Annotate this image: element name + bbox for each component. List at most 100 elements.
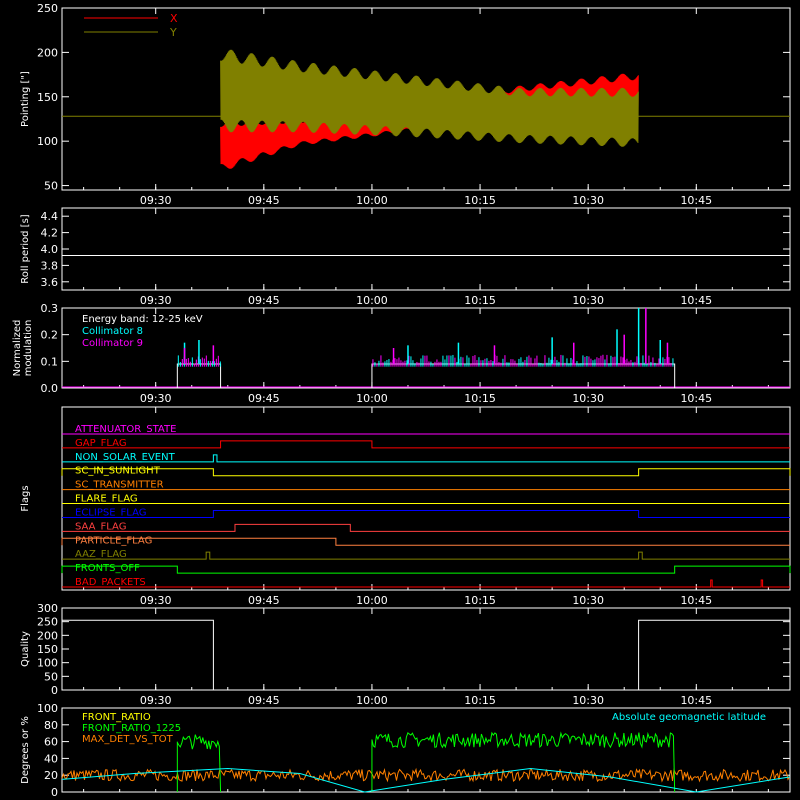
y-tick-label: 0.1	[41, 355, 59, 368]
x-tick-label: 10:00	[356, 594, 388, 607]
legend-label: Collimator 8	[82, 326, 143, 337]
legend-label-x: X	[170, 12, 178, 25]
legend-label: Collimator 9	[82, 338, 143, 349]
x-tick-label: 10:45	[680, 694, 712, 707]
legend-label-y: Y	[169, 26, 177, 39]
panel-3: 09:30 09:45 10:00 10:15 10:30 10:45 0.3 0.2 0.1 0…	[12, 302, 791, 405]
flag-label-eclipse-flag: ECLIPSE_FLAG	[75, 507, 146, 518]
y-axis-label: Flags	[20, 485, 31, 511]
panel-4: 09:30 09:45 10:00 10:15 10:30 10:45 Flags ATTEN…	[20, 406, 791, 607]
panel-6: 100 80 60 40 20 0 Degrees or % FRONT_RATIOFRONT…	[20, 702, 791, 799]
y-tick-label: 0	[51, 786, 58, 799]
x-tick-label: 10:30	[572, 594, 604, 607]
flag-label-sc-transmitter: SC_TRANSMITTER	[75, 480, 164, 491]
flag-label-attenuator-state: ATTENUATOR_STATE	[75, 424, 176, 435]
y-tick-label: 0.3	[41, 302, 59, 315]
flag-line-bad-packets	[62, 579, 790, 588]
flag-label-gap-flag: GAP_FLAG	[75, 438, 127, 449]
y-tick-label: 200	[37, 46, 58, 59]
y-tick-label: 100	[37, 702, 58, 715]
y-axis-label: Degrees or %	[20, 716, 31, 784]
x-tick-label: 09:30	[140, 594, 172, 607]
y-tick-label: 150	[37, 643, 58, 656]
flag-line-eclipse-flag	[62, 509, 790, 518]
flag-line-gap-flag	[62, 440, 790, 449]
x-tick-label: 10:15	[464, 694, 496, 707]
y-tick-label: 0	[51, 684, 58, 697]
y-axis-label: modulation	[23, 320, 34, 377]
y-tick-label: 50	[44, 180, 58, 193]
x-tick-label: 10:45	[680, 594, 712, 607]
panel-5: 09:30 09:45 10:00 10:15 10:30 10:453002502001…	[20, 602, 791, 707]
y-axis-label: Quality	[20, 631, 31, 667]
y-tick-label: 40	[44, 752, 58, 765]
y-axis-label: Pointing ["]	[20, 71, 31, 127]
x-tick-label: 09:45	[248, 594, 280, 607]
y-axis-label: Roll period [s]	[20, 214, 31, 283]
flag-line-sc-in-sunlight	[61, 468, 791, 477]
y-tick-label: 300	[37, 602, 58, 615]
x-tick-label: 09:30	[140, 392, 172, 405]
x-tick-label: 09:45	[248, 294, 280, 307]
x-tick-label: 10:30	[572, 694, 604, 707]
y-tick-label: 100	[37, 657, 58, 670]
x-tick-label: 10:15	[464, 294, 496, 307]
flag-line-particle-flag	[61, 537, 790, 546]
x-tick-label: 09:30	[140, 694, 172, 707]
flag-label-aaz-flag: AAZ_FLAG	[75, 549, 127, 560]
y-tick-label: 3.6	[41, 276, 59, 289]
panel-frame	[61, 406, 791, 591]
x-tick-label: 09:45	[248, 392, 280, 405]
series-y-line	[220, 49, 639, 147]
x-tick-label: 10:00	[356, 294, 388, 307]
panel-frame	[61, 7, 791, 191]
y-tick-label: 3.8	[41, 259, 59, 272]
panel-frame	[61, 307, 791, 389]
x-tick-label: 10:30	[572, 294, 604, 307]
x-tick-label: 10:15	[464, 594, 496, 607]
x-tick-label: 10:00	[356, 694, 388, 707]
flag-label-flare-flag: FLARE_FLAG	[75, 494, 138, 505]
y-tick-label: 150	[37, 91, 58, 104]
panel-frame	[61, 707, 791, 793]
x-tick-label: 09:45	[248, 694, 280, 707]
front-ratio-1225-line	[371, 731, 676, 793]
flag-label-sc-in-sunlight: SC_IN_SUNLIGHT	[75, 466, 161, 477]
x-tick-label: 09:30	[140, 294, 172, 307]
panel-2: 09:30 09:45 10:00 10:15 10:30 10:45 4.4 4.2 4.0 3…	[20, 207, 791, 307]
x-tick-label: 09:45	[248, 194, 280, 207]
x-tick-label: 10:00	[356, 194, 388, 207]
geomagnetic-latitude-line	[61, 767, 791, 793]
y-tick-label: 50	[44, 670, 58, 683]
y-tick-label: 250	[37, 2, 58, 15]
x-tick-label: 10:00	[356, 392, 388, 405]
legend-label: MAX_DET_VS_TOT	[82, 734, 174, 745]
x-tick-label: 10:45	[680, 392, 712, 405]
y-tick-label: 60	[44, 736, 58, 749]
y-tick-label: 0.0	[41, 382, 59, 395]
flag-label-fronts-off: FRONTS_OFF	[75, 563, 140, 574]
legend-label: FRONT_RATIO_1225	[82, 723, 181, 734]
y-axis-label: Normalized	[12, 320, 23, 377]
x-tick-label: 10:30	[572, 392, 604, 405]
flag-line-aaz-flag	[62, 551, 790, 560]
flag-label-particle-flag: PARTICLE_FLAG	[75, 535, 152, 546]
y-tick-label: 100	[37, 135, 58, 148]
flag-line-non-solar-event	[62, 454, 790, 463]
x-tick-label: 10:30	[572, 194, 604, 207]
x-tick-label: 10:45	[680, 294, 712, 307]
flag-label-non-solar-event: NON_SOLAR_EVENT	[75, 452, 176, 463]
y-tick-label: 200	[37, 629, 58, 642]
legend-label: Energy band: 12-25 keV	[82, 314, 203, 325]
x-tick-label: 09:30	[140, 194, 172, 207]
front-ratio-1225-line	[176, 734, 222, 793]
flag-label-saa-flag: SAA_FLAG	[75, 521, 126, 532]
flag-label-bad-packets: BAD_PACKETS	[75, 577, 146, 588]
x-tick-label: 10:15	[464, 392, 496, 405]
annotation-label: Absolute geomagnetic latitude	[612, 712, 766, 723]
y-tick-label: 80	[44, 719, 58, 732]
max-det-vs-tot-line	[61, 767, 790, 783]
y-tick-label: 4.4	[41, 210, 59, 223]
y-tick-label: 4.2	[41, 227, 59, 240]
